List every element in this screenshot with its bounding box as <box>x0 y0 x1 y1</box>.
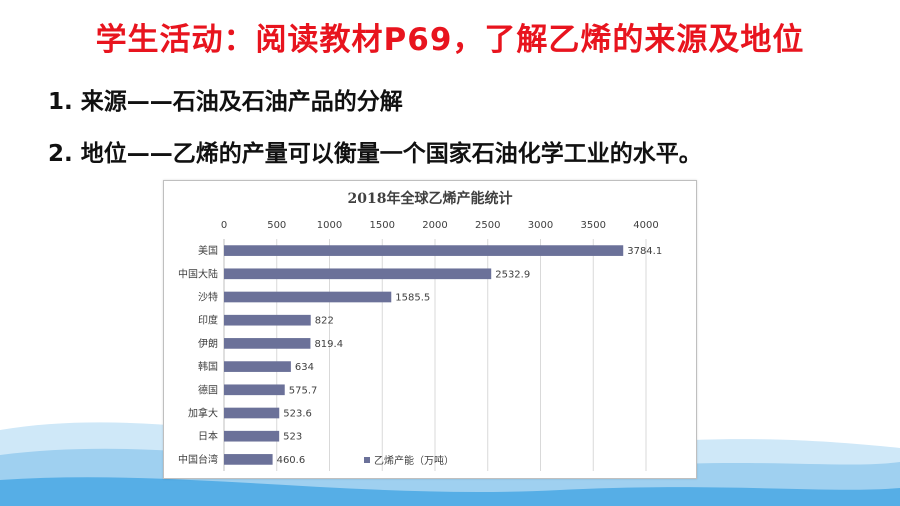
point-status: 2. 地位——乙烯的产量可以衡量一个国家石油化学工业的水平。 <box>48 141 702 167</box>
bar <box>224 268 492 280</box>
bar <box>224 291 392 303</box>
x-tick-label: 4000 <box>633 220 658 231</box>
category-label: 加拿大 <box>188 407 218 420</box>
x-tick-label: 3000 <box>528 220 553 231</box>
x-tick-label: 0 <box>221 220 227 231</box>
category-label: 韩国 <box>198 360 218 373</box>
category-label: 伊朗 <box>198 338 218 350</box>
legend-swatch <box>364 457 370 463</box>
wave-front <box>0 477 900 506</box>
data-label: 819.4 <box>314 339 343 350</box>
data-label: 575.7 <box>289 385 318 396</box>
slide-title: 学生活动：阅读教材P69，了解乙烯的来源及地位 <box>95 22 805 58</box>
data-label: 3784.1 <box>627 246 662 257</box>
x-tick-label: 2500 <box>475 220 500 231</box>
x-tick-label: 2000 <box>422 220 447 231</box>
point-source: 1. 来源——石油及石油产品的分解 <box>48 89 403 115</box>
bar-chart: 2018年全球乙烯产能统计 0 500 1000 1500 2000 2500 3000 350… <box>178 190 662 471</box>
category-label: 中国大陆 <box>178 267 218 280</box>
bar <box>224 384 285 396</box>
bar <box>224 361 291 372</box>
bar <box>224 314 311 326</box>
bar <box>224 338 311 349</box>
bar <box>224 454 273 465</box>
legend-label: 乙烯产能（万吨） <box>374 454 454 467</box>
bar <box>224 407 280 419</box>
x-tick-label: 500 <box>267 220 286 231</box>
category-label: 印度 <box>198 314 218 327</box>
category-label: 日本 <box>198 430 218 443</box>
bar <box>224 430 280 442</box>
x-tick-label: 3500 <box>581 220 606 231</box>
category-label: 美国 <box>198 244 218 257</box>
category-label: 中国台湾 <box>178 453 218 466</box>
data-label: 1585.5 <box>395 293 430 304</box>
data-label: 2532.9 <box>495 269 530 280</box>
x-tick-label: 1000 <box>317 220 342 231</box>
chart-title: 2018年全球乙烯产能统计 <box>348 190 513 207</box>
data-label: 822 <box>315 316 334 327</box>
bar <box>224 245 624 256</box>
data-label: 523 <box>283 432 302 443</box>
chart-container: 2018年全球乙烯产能统计 0 500 1000 1500 2000 2500 3000 350… <box>163 180 697 479</box>
data-label: 634 <box>295 362 314 373</box>
category-label: 德国 <box>198 383 218 396</box>
data-label: 523.6 <box>283 409 312 420</box>
x-tick-label: 1500 <box>370 220 395 231</box>
category-label: 沙特 <box>198 292 218 304</box>
data-label: 460.6 <box>277 455 306 466</box>
